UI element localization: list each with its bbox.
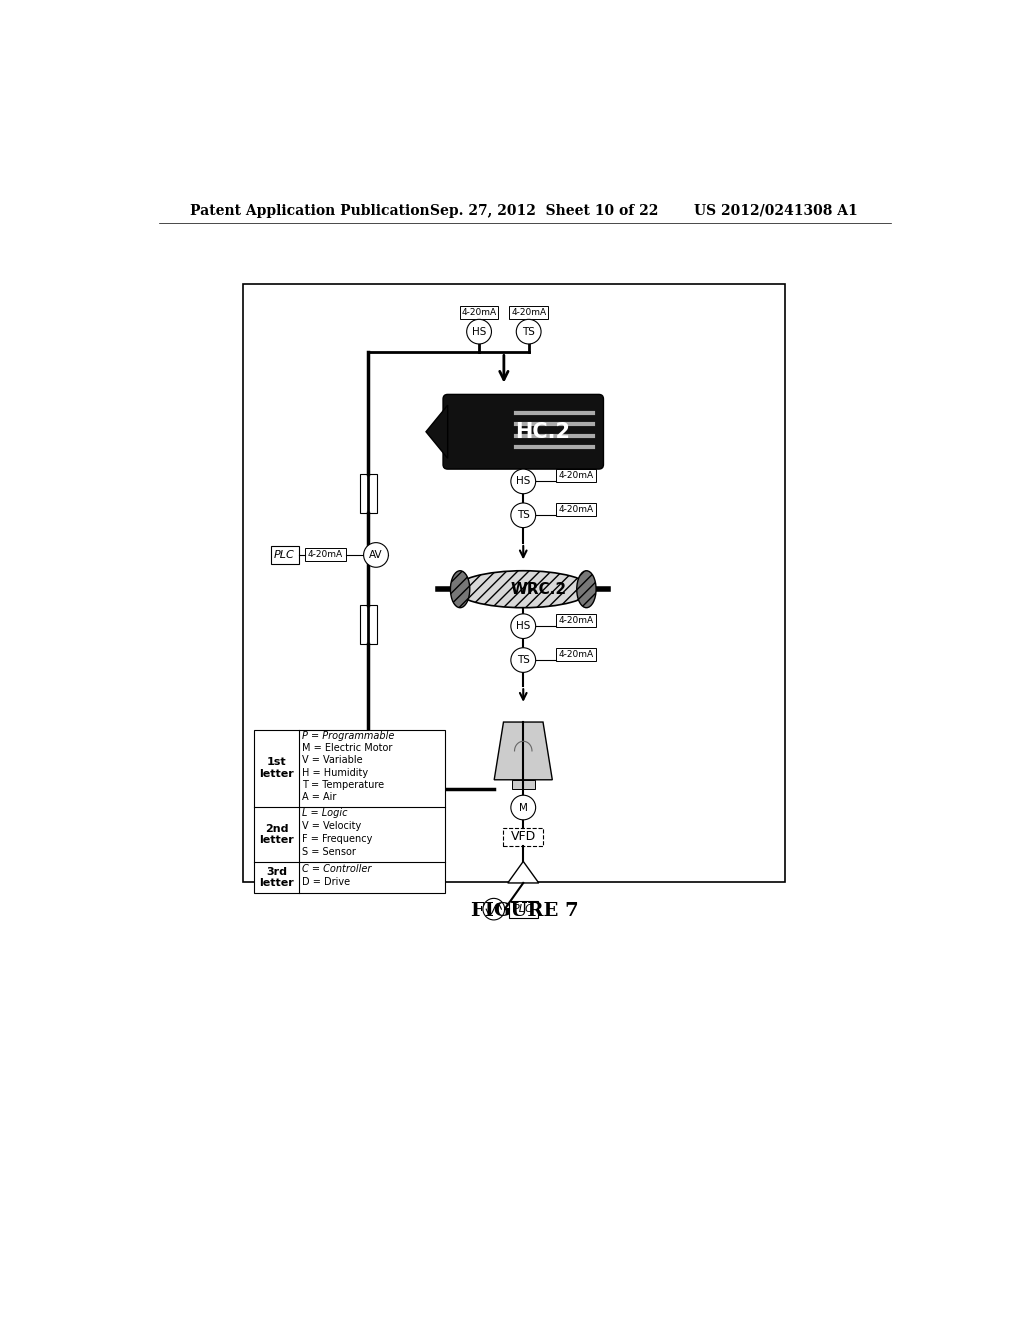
Text: PLC: PLC (513, 904, 534, 915)
Text: 4-20mA: 4-20mA (558, 616, 594, 624)
Text: F = Frequency: F = Frequency (302, 834, 373, 843)
Text: FIGURE 7: FIGURE 7 (471, 903, 579, 920)
Bar (460, 306, 499, 319)
Text: V = Variable: V = Variable (302, 755, 362, 766)
Ellipse shape (451, 570, 470, 607)
Circle shape (511, 469, 536, 494)
Text: S = Sensor: S = Sensor (302, 847, 356, 857)
Text: HS: HS (516, 622, 530, 631)
Polygon shape (508, 862, 539, 883)
Polygon shape (426, 405, 447, 458)
Text: US 2012/0241308 A1: US 2012/0241308 A1 (693, 203, 857, 218)
Text: M = Electric Motor: M = Electric Motor (302, 743, 393, 754)
Circle shape (511, 503, 536, 528)
Ellipse shape (456, 570, 591, 607)
Text: T = Temperature: T = Temperature (302, 780, 384, 789)
Bar (254, 730, 445, 892)
Text: PLC: PLC (274, 550, 295, 560)
Polygon shape (495, 722, 552, 780)
Circle shape (511, 795, 536, 820)
Text: HC.2: HC.2 (515, 422, 570, 442)
Text: 2nd
letter: 2nd letter (259, 824, 294, 845)
Circle shape (364, 543, 388, 568)
Text: 4-20mA: 4-20mA (558, 471, 594, 480)
Text: 4-20mA: 4-20mA (558, 506, 594, 513)
Bar (359, 605, 377, 644)
Text: 1st
letter: 1st letter (259, 758, 294, 779)
Text: H = Humidity: H = Humidity (302, 767, 369, 777)
Text: 3rd
letter: 3rd letter (259, 867, 294, 888)
Text: L = Logic: L = Logic (302, 808, 348, 818)
Bar (509, 306, 548, 319)
Bar (305, 548, 346, 561)
Text: M: M (519, 803, 527, 813)
Circle shape (467, 319, 492, 345)
Ellipse shape (577, 570, 596, 607)
Bar (556, 503, 596, 516)
Bar (359, 474, 377, 512)
Text: TS: TS (517, 655, 529, 665)
Text: AV: AV (370, 550, 383, 560)
Circle shape (511, 614, 536, 639)
Text: D = Drive: D = Drive (302, 878, 350, 887)
Bar (556, 614, 596, 627)
Text: HS: HS (472, 326, 486, 337)
Text: P = Programmable: P = Programmable (302, 731, 394, 741)
FancyBboxPatch shape (443, 395, 603, 469)
Text: 4-20mA: 4-20mA (511, 309, 546, 317)
Text: VFD: VFD (511, 830, 536, 843)
Text: Patent Application Publication: Patent Application Publication (190, 203, 430, 218)
Bar (556, 648, 596, 661)
Text: Sep. 27, 2012  Sheet 10 of 22: Sep. 27, 2012 Sheet 10 of 22 (430, 203, 658, 218)
Text: 4-20mA: 4-20mA (308, 550, 343, 560)
Bar (503, 828, 544, 846)
Bar (509, 900, 538, 917)
Text: TS: TS (522, 326, 536, 337)
Bar (243, 284, 785, 882)
Circle shape (516, 319, 541, 345)
Circle shape (511, 648, 536, 672)
Bar (270, 545, 299, 564)
Text: 4-20mA: 4-20mA (462, 309, 497, 317)
Text: A = Air: A = Air (302, 792, 337, 803)
Bar (556, 469, 596, 482)
Text: C = Controller: C = Controller (302, 863, 372, 874)
Text: HS: HS (516, 477, 530, 486)
Text: TS: TS (517, 511, 529, 520)
Bar (512, 780, 535, 789)
Text: WRC.2: WRC.2 (511, 582, 567, 597)
Circle shape (483, 899, 505, 920)
Text: 4-20mA: 4-20mA (558, 649, 594, 659)
Text: V = Velocity: V = Velocity (302, 821, 361, 832)
